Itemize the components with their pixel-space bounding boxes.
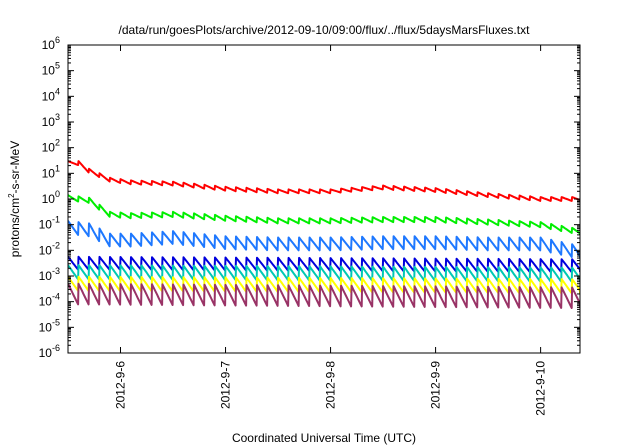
- y-axis-label-prefix: protons/cm: [8, 198, 22, 257]
- y-tick-label: 10-2: [39, 240, 60, 257]
- y-axis-label-suffix: -s-sr-MeV: [8, 141, 22, 194]
- y-tick-exponent: 6: [55, 35, 60, 45]
- y-tick-label: 10-5: [39, 317, 60, 334]
- x-tick-label: 2012-9-10: [534, 361, 548, 416]
- y-tick-exponent: -3: [52, 266, 60, 276]
- y-tick-base: 10: [39, 269, 53, 283]
- y-axis: 10-610-510-410-310-210-11001011021031041…: [39, 35, 580, 360]
- y-tick-exponent: 4: [55, 86, 60, 96]
- y-tick-base: 10: [42, 64, 56, 78]
- series-layer: [68, 160, 580, 309]
- series-line-5: [68, 264, 580, 283]
- x-tick-label: 2012-9-7: [219, 361, 233, 409]
- y-tick-exponent: 1: [55, 163, 60, 173]
- y-tick-label: 102: [42, 138, 60, 155]
- x-tick-label: 2012-9-8: [324, 361, 338, 409]
- y-tick-label: 101: [42, 163, 60, 180]
- chart-title: /data/run/goesPlots/archive/2012-09-10/0…: [119, 23, 531, 37]
- series-line-6: [68, 275, 580, 295]
- y-tick-label: 10-4: [39, 292, 60, 309]
- y-tick-base: 10: [39, 295, 53, 309]
- series-line-4: [68, 255, 580, 274]
- y-tick-label: 103: [42, 112, 60, 129]
- y-tick-exponent: 5: [55, 61, 60, 71]
- series-line-7: [68, 282, 580, 309]
- y-tick-base: 10: [42, 115, 56, 129]
- y-tick-label: 106: [42, 35, 60, 52]
- y-tick-base: 10: [42, 141, 56, 155]
- y-tick-base: 10: [39, 346, 53, 360]
- plot-frame: [67, 44, 581, 354]
- x-axis-label: Coordinated Universal Time (UTC): [232, 431, 416, 445]
- y-tick-exponent: -2: [52, 240, 60, 250]
- y-tick-label: 10-3: [39, 266, 60, 283]
- y-tick-exponent: -5: [52, 317, 60, 327]
- y-tick-exponent: -4: [52, 292, 60, 302]
- y-tick-exponent: 2: [55, 138, 60, 148]
- y-tick-base: 10: [39, 320, 53, 334]
- y-tick-base: 10: [42, 192, 56, 206]
- y-tick-label: 10-1: [39, 215, 60, 232]
- y-tick-base: 10: [39, 243, 53, 257]
- x-tick-label: 2012-9-6: [114, 361, 128, 409]
- y-tick-exponent: 3: [55, 112, 60, 122]
- y-axis-label-superscript: 2: [7, 193, 16, 198]
- y-tick-exponent: -6: [52, 343, 60, 353]
- y-tick-exponent: -1: [52, 215, 60, 225]
- y-tick-base: 10: [42, 38, 56, 52]
- series-line-1: [68, 160, 580, 202]
- y-tick-exponent: 0: [55, 189, 60, 199]
- y-tick-label: 105: [42, 61, 60, 78]
- y-tick-label: 100: [42, 189, 60, 206]
- y-tick-base: 10: [42, 166, 56, 180]
- series-line-2: [68, 194, 580, 235]
- y-tick-label: 10-6: [39, 343, 60, 360]
- y-axis-label: protons/cm2-s-sr-MeV: [7, 141, 22, 257]
- y-tick-label: 104: [42, 86, 60, 103]
- series-line-3: [68, 220, 580, 259]
- y-tick-base: 10: [39, 218, 53, 232]
- x-axis: 2012-9-6 2012-9-7 2012-9-8 2012-9-9 2012-9-1…: [114, 45, 548, 416]
- x-tick-label: 2012-9-9: [429, 361, 443, 409]
- y-tick-base: 10: [42, 89, 56, 103]
